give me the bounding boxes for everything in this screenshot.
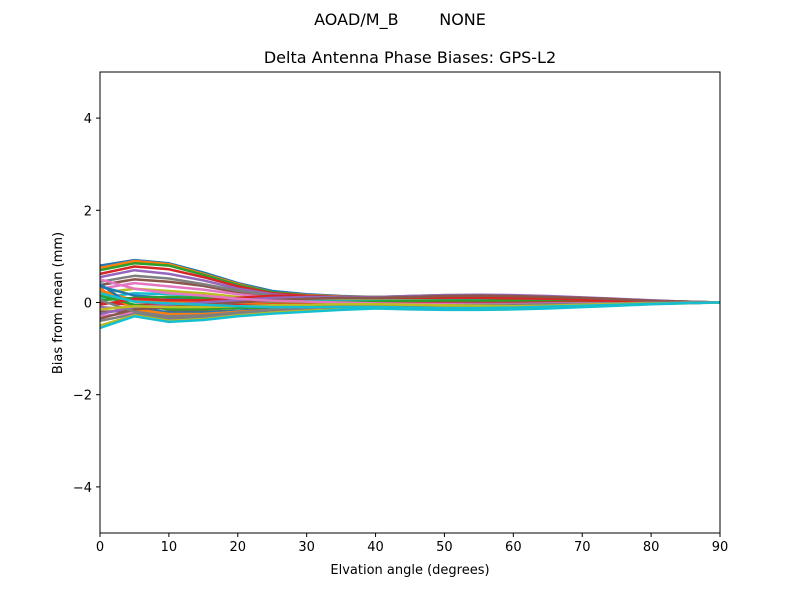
series-line xyxy=(99,292,721,310)
y-tick-label: −4 xyxy=(73,481,92,496)
x-tick-label: 40 xyxy=(367,540,384,555)
x-tick-label: 20 xyxy=(230,540,247,555)
y-tick-label: 0 xyxy=(84,297,92,312)
y-axis-label: Bias from mean (mm) xyxy=(51,232,66,374)
y-axis: −4 −2 0 2 4 xyxy=(73,112,100,496)
x-tick-label: 30 xyxy=(298,540,315,555)
x-tick-label: 50 xyxy=(436,540,453,555)
x-tick-label: 60 xyxy=(505,540,522,555)
x-tick-label: 10 xyxy=(161,540,178,555)
figure-suptitle: AOAD/M_B NONE xyxy=(314,10,486,29)
y-tick-label: 4 xyxy=(84,112,92,127)
x-tick-label: 80 xyxy=(643,540,660,555)
x-axis: 0 10 20 30 40 50 60 70 80 90 xyxy=(96,533,728,555)
chart-title: Delta Antenna Phase Biases: GPS-L2 xyxy=(263,48,557,67)
y-tick-label: 2 xyxy=(84,204,92,219)
series-lines xyxy=(99,258,721,330)
x-tick-label: 90 xyxy=(712,540,729,555)
x-tick-label: 70 xyxy=(574,540,591,555)
x-tick-label: 0 xyxy=(96,540,104,555)
x-axis-label: Elvation angle (degrees) xyxy=(330,563,489,578)
y-tick-label: −2 xyxy=(73,389,92,404)
